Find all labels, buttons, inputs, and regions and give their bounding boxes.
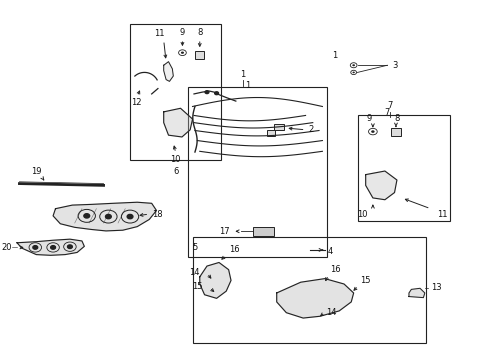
Circle shape xyxy=(351,64,354,66)
Text: 7: 7 xyxy=(386,101,391,110)
Text: 9: 9 xyxy=(180,28,184,37)
Text: 6: 6 xyxy=(173,167,178,176)
Polygon shape xyxy=(163,108,192,137)
Text: 7: 7 xyxy=(384,108,389,117)
Text: 5: 5 xyxy=(192,243,198,252)
Polygon shape xyxy=(53,202,156,231)
Bar xyxy=(252,226,274,235)
Text: 2: 2 xyxy=(307,125,313,134)
Text: 11: 11 xyxy=(154,30,164,39)
Text: 13: 13 xyxy=(430,283,440,292)
Text: 1: 1 xyxy=(240,69,245,78)
Bar xyxy=(192,237,425,343)
Text: 15: 15 xyxy=(191,282,202,291)
Polygon shape xyxy=(365,171,396,200)
Text: 17: 17 xyxy=(219,227,229,236)
Bar xyxy=(390,128,400,135)
Text: 12: 12 xyxy=(131,98,142,107)
Text: 14: 14 xyxy=(189,268,200,277)
Circle shape xyxy=(51,246,55,249)
Text: 18: 18 xyxy=(151,210,162,219)
Text: 8: 8 xyxy=(197,28,202,37)
Circle shape xyxy=(84,214,89,218)
Text: 16: 16 xyxy=(228,245,239,254)
Text: 9: 9 xyxy=(366,114,371,123)
Text: 15: 15 xyxy=(359,276,369,285)
Text: 20: 20 xyxy=(2,243,12,252)
Circle shape xyxy=(127,215,133,219)
Text: 16: 16 xyxy=(330,265,341,274)
Polygon shape xyxy=(17,239,84,255)
Text: 11: 11 xyxy=(436,211,447,220)
Text: 14: 14 xyxy=(325,308,336,317)
Circle shape xyxy=(204,91,208,94)
Text: 1: 1 xyxy=(244,81,250,90)
Text: 1: 1 xyxy=(331,51,336,60)
Bar xyxy=(358,116,449,221)
Bar xyxy=(187,87,326,257)
Text: 10: 10 xyxy=(356,211,367,220)
Text: 3: 3 xyxy=(391,61,397,70)
Polygon shape xyxy=(408,288,424,298)
Circle shape xyxy=(105,215,111,219)
Bar xyxy=(195,51,203,59)
Circle shape xyxy=(370,130,374,133)
Polygon shape xyxy=(200,262,230,298)
Bar xyxy=(274,124,284,130)
Bar xyxy=(266,130,275,135)
Text: 8: 8 xyxy=(393,114,399,123)
Circle shape xyxy=(67,245,72,248)
Polygon shape xyxy=(163,62,173,81)
Text: 4: 4 xyxy=(326,247,332,256)
Text: 19: 19 xyxy=(31,167,41,176)
Circle shape xyxy=(352,72,354,73)
Circle shape xyxy=(181,51,183,54)
Text: 10: 10 xyxy=(170,155,181,164)
Bar xyxy=(130,24,221,160)
Polygon shape xyxy=(276,279,353,318)
Circle shape xyxy=(33,246,38,249)
Circle shape xyxy=(214,92,218,95)
